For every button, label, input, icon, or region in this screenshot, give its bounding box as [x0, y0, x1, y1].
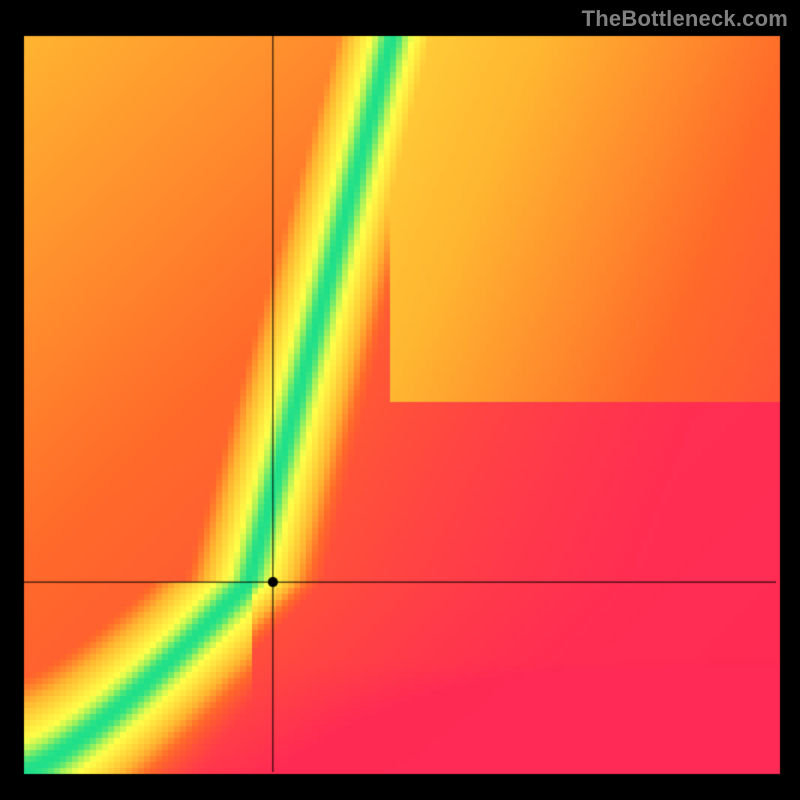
watermark-text: TheBottleneck.com	[582, 6, 788, 32]
heatmap-canvas	[0, 0, 800, 800]
chart-container: TheBottleneck.com	[0, 0, 800, 800]
